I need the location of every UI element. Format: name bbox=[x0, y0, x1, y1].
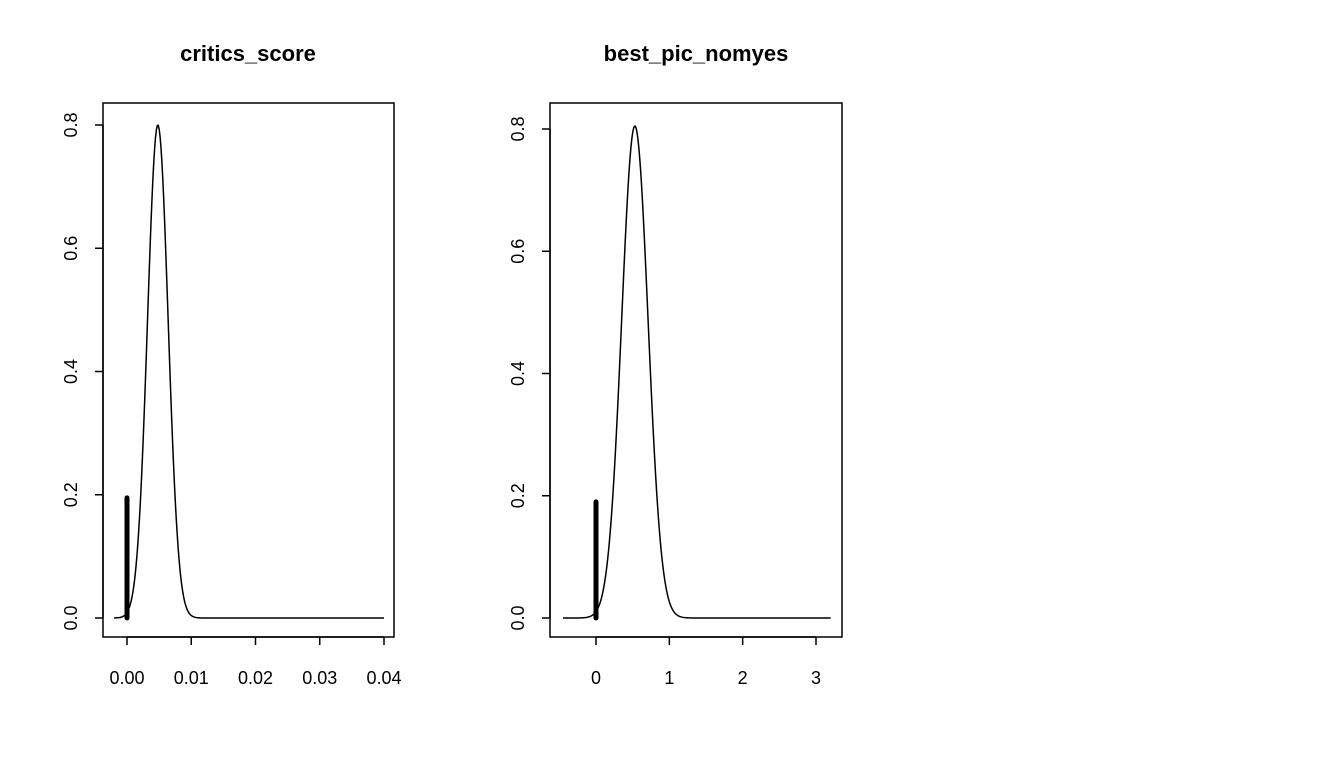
y-tick-label: 0.6 bbox=[508, 239, 528, 264]
y-tick-label: 0.6 bbox=[61, 236, 81, 261]
x-tick-label: 3 bbox=[811, 668, 821, 688]
x-tick-label: 0.01 bbox=[174, 668, 209, 688]
panel-critics-score: critics_score 0.00 0.01 0.02 0.03 0.04 0.00.… bbox=[61, 41, 402, 688]
x-tick-label: 1 bbox=[664, 668, 674, 688]
y-tick-label: 0.4 bbox=[508, 361, 528, 386]
chart-title: best_pic_nomyes bbox=[604, 41, 789, 66]
x-tick-label: 0.00 bbox=[109, 668, 144, 688]
x-axis: 0.00 0.01 0.02 0.03 0.04 bbox=[109, 636, 402, 688]
x-tick-label: 0 bbox=[591, 668, 601, 688]
density-curve bbox=[563, 125, 831, 619]
y-tick-label: 0.0 bbox=[61, 605, 81, 630]
x-tick-label: 0.04 bbox=[366, 668, 401, 688]
panel-best-pic-nomyes: best_pic_nomyes 0 1 2 3 0.0 0.2 0.4 0.6 0.8 bbox=[508, 41, 843, 688]
y-tick-label: 0.2 bbox=[508, 483, 528, 508]
chart-title: critics_score bbox=[180, 41, 316, 66]
y-axis: 0.0 0.2 0.4 0.6 0.8 bbox=[61, 112, 104, 631]
x-tick-label: 0.02 bbox=[238, 668, 273, 688]
y-tick-label: 0.8 bbox=[508, 116, 528, 141]
y-tick-label: 0.8 bbox=[61, 112, 81, 137]
x-tick-label: 0.03 bbox=[302, 668, 337, 688]
plot-frame bbox=[102, 102, 395, 638]
y-axis: 0.0 0.2 0.4 0.6 0.8 bbox=[508, 116, 551, 631]
y-tick-label: 0.2 bbox=[61, 482, 81, 507]
y-tick-label: 0.4 bbox=[61, 359, 81, 384]
y-tick-label: 0.0 bbox=[508, 605, 528, 630]
x-tick-label: 2 bbox=[738, 668, 748, 688]
density-curve bbox=[114, 124, 384, 619]
x-axis: 0 1 2 3 bbox=[591, 636, 821, 688]
